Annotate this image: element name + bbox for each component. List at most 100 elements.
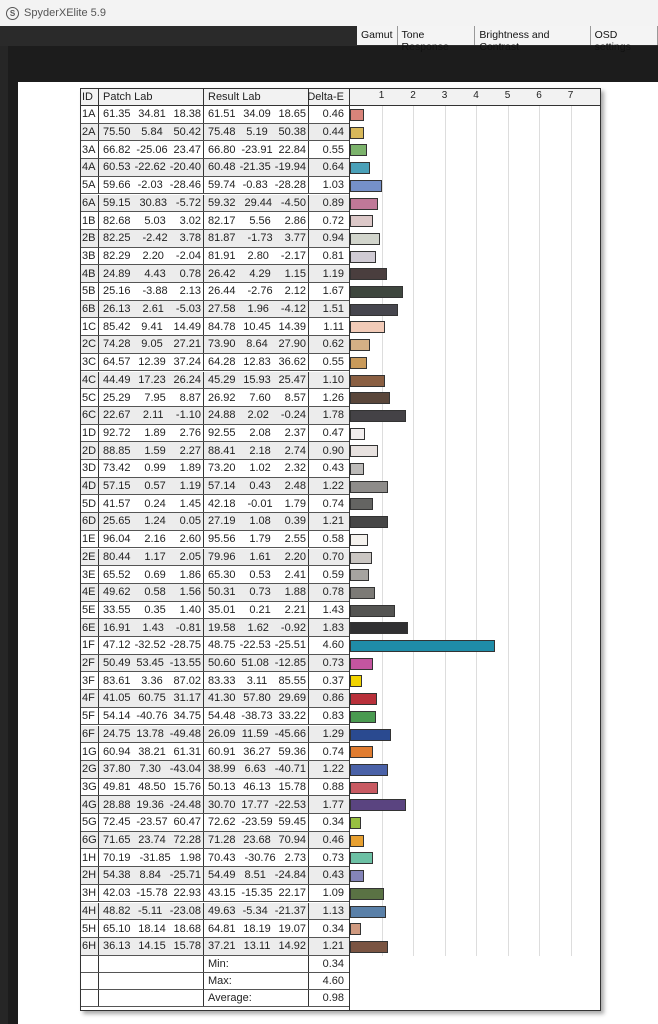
result-lab-value: -21.35	[239, 161, 271, 174]
result-lab-value: 27.90	[278, 338, 306, 351]
tab-brightness-contrast[interactable]: Brightness and Contrast	[475, 26, 591, 53]
table-row: 3E 65.52 0.69 1.86 65.30 0.53 2.41 0.59	[81, 566, 350, 584]
delta-e-value: 0.86	[309, 690, 350, 707]
result-lab: 27.19 1.08 0.39	[204, 513, 309, 530]
table-row: 5E 33.55 0.35 1.40 35.01 0.21 2.21 1.43	[81, 601, 350, 620]
patch-lab-value: -0.81	[175, 621, 201, 634]
header-delta-e: Delta-E	[307, 89, 350, 105]
table-row: 5B 25.16 -3.88 2.13 26.44 -2.76 2.12 1.67	[81, 283, 350, 301]
patch-lab-value: 96.04	[103, 533, 131, 546]
patch-id: 3F	[81, 672, 99, 690]
patch-lab-value: 87.02	[173, 674, 201, 687]
delta-e-value: 1.43	[309, 601, 350, 619]
gridline	[476, 106, 477, 956]
table-row: 6G 71.65 23.74 72.28 71.28 23.68 70.94 0.46	[81, 831, 350, 850]
table-row: 1B 82.68 5.03 3.02 82.17 5.56 2.86 0.72	[81, 212, 350, 230]
patch-lab-value: 14.15	[138, 940, 166, 953]
result-lab-value: 42.18	[208, 497, 236, 510]
result-lab-value: 84.78	[208, 320, 236, 333]
result-lab-value: -22.53	[239, 639, 271, 652]
result-lab: 92.55 2.08 2.37	[204, 424, 309, 442]
patch-lab: 16.91 1.43 -0.81	[99, 619, 204, 636]
result-lab: 57.14 0.43 2.48	[204, 477, 309, 495]
patch-lab: 26.13 2.61 -5.03	[99, 300, 204, 318]
table-row: 5C 25.29 7.95 8.87 26.92 7.60 8.57 1.26	[81, 389, 350, 407]
patch-id: 1H	[81, 849, 99, 867]
patch-lab-value: 12.39	[138, 356, 166, 369]
result-lab-value: -0.83	[242, 179, 268, 192]
patch-lab-value: 44.49	[103, 373, 131, 386]
chart-border	[349, 89, 350, 1010]
result-lab-value: 82.17	[208, 214, 236, 227]
patch-lab-value: -2.42	[142, 232, 168, 245]
table-row: 1D 92.72 1.89 2.76 92.55 2.08 2.37 0.47	[81, 424, 350, 443]
patch-lab: 61.35 34.81 18.38	[99, 106, 204, 123]
result-lab-value: 26.42	[208, 267, 236, 280]
result-lab-value: 0.43	[249, 480, 271, 493]
patch-lab-value: -23.57	[136, 816, 168, 829]
result-lab-value: 1.79	[249, 533, 271, 546]
result-lab-value: 2.48	[284, 480, 306, 493]
table-row: 4A 60.53 -22.62 -20.40 60.48 -21.35 -19.94 0.64	[81, 159, 350, 177]
patch-lab-value: 16.91	[103, 621, 131, 634]
tab-tone-response[interactable]: Tone Response	[397, 26, 476, 53]
delta-e-bar	[350, 781, 378, 794]
patch-id: 3B	[81, 247, 99, 265]
result-lab: 43.15 -15.35 22.17	[204, 884, 309, 902]
delta-e-bar	[350, 640, 495, 652]
patch-id: 5C	[81, 389, 99, 406]
patch-lab-value: 54.14	[103, 710, 131, 723]
patch-lab-value: -28.46	[169, 179, 201, 192]
result-lab-value: 5.19	[246, 126, 268, 139]
patch-id: 3E	[81, 566, 99, 583]
result-lab: 81.87 -1.73 3.77	[204, 229, 309, 247]
result-lab-value: 26.92	[208, 391, 236, 404]
result-lab-value: 61.51	[208, 108, 236, 121]
patch-lab-value: 9.05	[141, 338, 163, 351]
patch-lab-value: 27.21	[173, 338, 201, 351]
header-result-lab: Result Lab	[204, 89, 309, 105]
patch-lab-value: 18.68	[173, 922, 201, 935]
patch-lab: 42.03 -15.78 22.93	[99, 884, 204, 902]
result-lab: 35.01 0.21 2.21	[204, 601, 309, 619]
tab-gamut[interactable]: Gamut	[357, 26, 398, 45]
patch-lab-value: -15.78	[136, 887, 168, 900]
delta-e-bar	[350, 870, 364, 883]
result-lab: 45.29 15.93 25.47	[204, 371, 309, 389]
report-tabs: Gamut Tone Response Brightness and Contr…	[357, 26, 658, 53]
delta-e-bar	[350, 710, 377, 723]
patch-id: 4H	[81, 902, 99, 920]
patch-id: 5A	[81, 176, 99, 194]
result-lab: 54.49 8.51 -24.84	[204, 867, 309, 884]
patch-lab: 37.80 7.30 -43.04	[99, 760, 204, 778]
delta-e-bar	[350, 427, 365, 440]
delta-e-value: 0.73	[309, 654, 350, 672]
delta-e-value: 1.03	[309, 176, 350, 194]
result-lab: 37.21 13.11 14.92	[204, 937, 309, 955]
result-lab-value: 50.13	[208, 780, 236, 793]
result-lab-value: 23.68	[243, 834, 271, 847]
result-lab: 60.91 36.27 59.36	[204, 743, 309, 760]
patch-id: 5E	[81, 601, 99, 619]
patch-lab-value: -43.04	[169, 763, 201, 776]
result-lab-value: 70.94	[278, 834, 306, 847]
result-lab-value: 36.27	[243, 745, 271, 758]
patch-id: 6G	[81, 831, 99, 849]
result-lab-value: -0.24	[280, 409, 306, 422]
patch-lab-value: 42.03	[103, 887, 131, 900]
table-row: 4D 57.15 0.57 1.19 57.14 0.43 2.48 1.22	[81, 477, 350, 496]
delta-e-value: 0.55	[309, 141, 350, 159]
tab-osd-settings[interactable]: OSD settings	[590, 26, 658, 53]
patch-lab-value: 82.29	[103, 249, 131, 262]
result-lab-value: 1.88	[284, 586, 306, 599]
delta-e-bar	[350, 339, 370, 352]
patch-lab-value: 18.14	[138, 922, 166, 935]
patch-lab-value: 0.78	[179, 267, 201, 280]
table-row: 1G 60.94 38.21 61.31 60.91 36.27 59.36 0.74	[81, 743, 350, 761]
result-lab-value: 2.37	[284, 426, 306, 439]
patch-lab-value: 0.35	[144, 603, 166, 616]
delta-e-value: 1.10	[309, 371, 350, 389]
patch-lab-value: 0.24	[144, 497, 166, 510]
result-lab-value: 48.75	[208, 639, 236, 652]
